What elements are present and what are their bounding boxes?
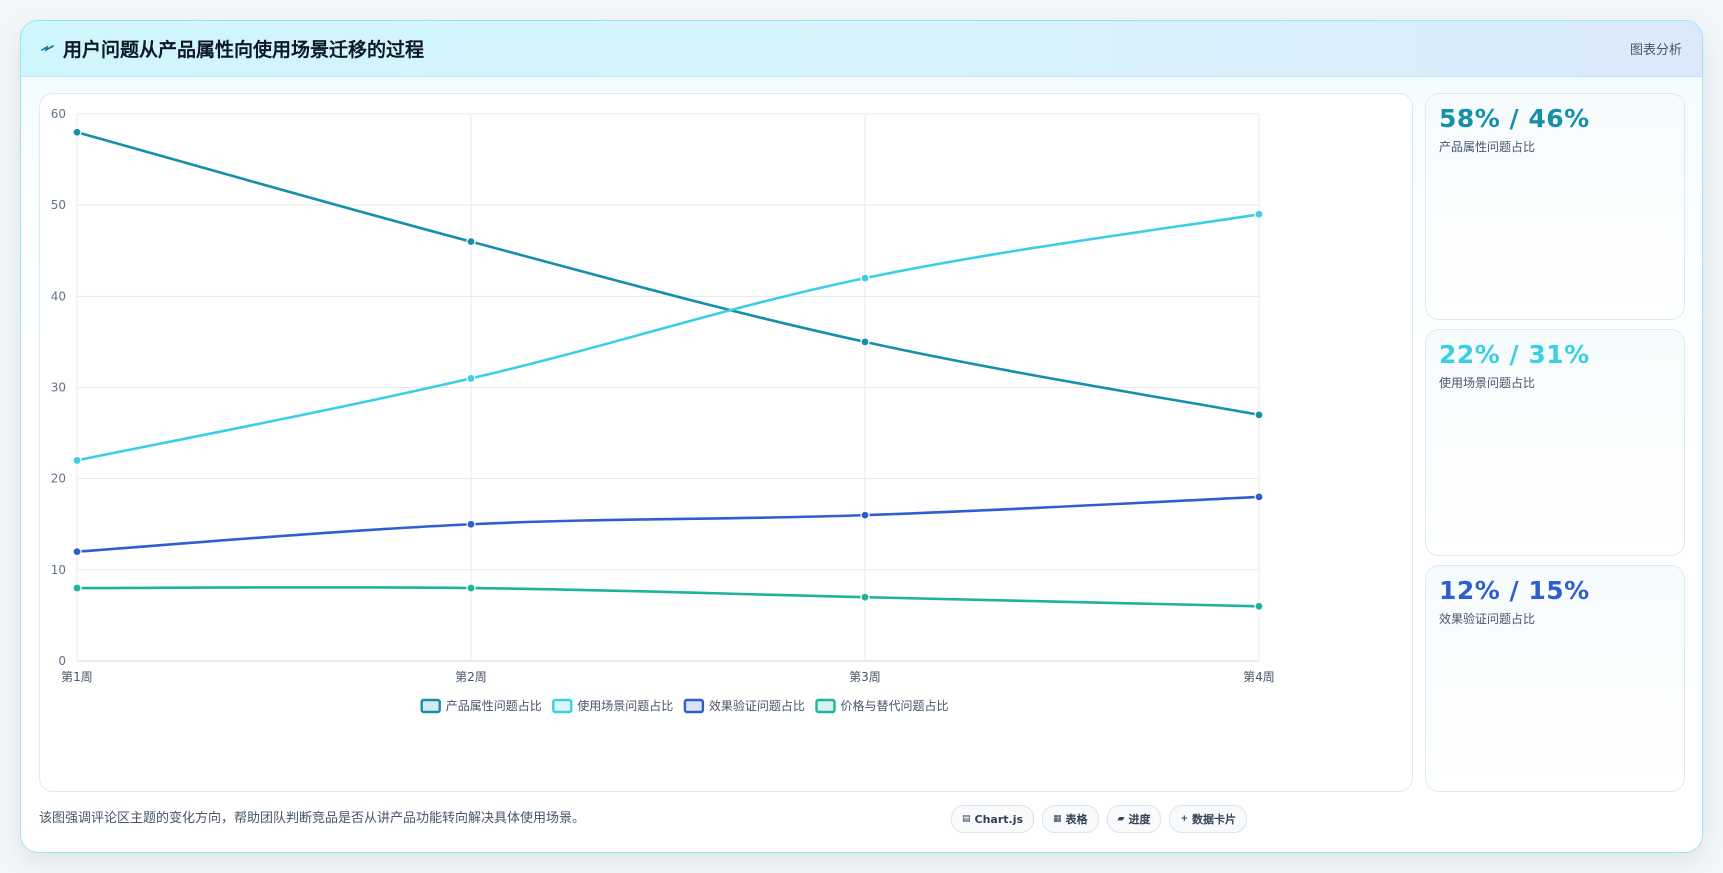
data-point — [72, 455, 82, 466]
data-point — [860, 273, 870, 283]
progress-icon: ▰ — [1117, 814, 1125, 824]
stat-value: 22% / 31% — [1439, 340, 1590, 369]
legend-label: 价格与替代问题占比 — [841, 698, 949, 713]
data-point — [1254, 209, 1264, 219]
data-point — [466, 373, 476, 383]
legend-swatch — [420, 698, 441, 714]
series-line — [76, 495, 1260, 553]
y-tick-label: 10 — [51, 563, 66, 577]
data-point — [860, 510, 870, 520]
stat-card-effect: 12% / 15% 效果验证问题占比 — [1425, 565, 1685, 792]
stat-label: 效果验证问题占比 — [1439, 612, 1536, 626]
panel-header: 用户问题从产品属性向使用场景迁移的过程 图表分析 — [21, 21, 1702, 77]
data-point — [72, 547, 82, 557]
data-point — [1254, 601, 1264, 611]
y-tick-label: 20 — [51, 472, 66, 486]
stat-card-scenario: 22% / 31% 使用场景问题占比 — [1425, 329, 1685, 556]
chart-analysis-tag: 图表分析 — [1629, 43, 1682, 58]
data-point — [860, 337, 870, 347]
data-point — [1254, 492, 1264, 502]
x-tick-label: 第1周 — [61, 670, 93, 684]
data-point — [466, 583, 476, 593]
series-line — [76, 130, 1260, 417]
pill-label: 进度 — [1128, 813, 1151, 826]
dashboard-panel: 用户问题从产品属性向使用场景迁移的过程 图表分析 0 10 20 30 40 50 60 第1… — [20, 20, 1703, 853]
x-tick-label: 第3周 — [849, 670, 881, 684]
data-point — [72, 583, 82, 593]
stat-value: 12% / 15% — [1439, 576, 1590, 605]
plus-icon: + — [1180, 814, 1189, 824]
x-tick-label: 第2周 — [455, 670, 487, 684]
line-chart-card: 0 10 20 30 40 50 60 第1周 第2周 第3周 第4周产品属性问题占比 使用场景问题占… — [39, 93, 1413, 792]
series-line — [76, 212, 1260, 462]
stat-value: 58% / 46% — [1439, 104, 1590, 133]
series-line — [76, 586, 1260, 608]
legend-swatch — [552, 698, 573, 714]
legend-label: 产品属性问题占比 — [446, 698, 542, 713]
data-point — [72, 127, 82, 137]
chart-icon: ▤ — [962, 814, 971, 824]
y-tick-label: 50 — [51, 198, 66, 212]
pill-progress[interactable]: ▰ 进度 — [1106, 805, 1162, 833]
y-tick-label: 30 — [51, 381, 66, 395]
table-icon: ▦ — [1053, 814, 1062, 824]
chart-footnote: 该图强调评论区主题的变化方向，帮助团队判断竞品是否从讲产品功能转向解决具体使用场… — [39, 811, 586, 826]
pulse-icon — [41, 45, 54, 52]
stat-label: 产品属性问题占比 — [1439, 140, 1536, 154]
pill-chartjs[interactable]: ▤ Chart.js — [951, 805, 1035, 833]
pill-data-card[interactable]: + 数据卡片 — [1169, 805, 1248, 833]
feature-pills: ▤ Chart.js ▦ 表格 ▰ 进度 + 数据卡片 — [951, 805, 1248, 833]
page-title: 用户问题从产品属性向使用场景迁移的过程 — [63, 39, 425, 61]
y-tick-label: 0 — [58, 654, 66, 668]
data-point — [466, 237, 476, 247]
pill-label: 数据卡片 — [1192, 813, 1237, 826]
y-tick-label: 40 — [51, 289, 66, 303]
pill-label: Chart.js — [974, 812, 1024, 826]
legend-swatch — [815, 698, 836, 714]
legend-label: 使用场景问题占比 — [577, 698, 673, 713]
data-point — [466, 519, 476, 529]
pill-label: 表格 — [1065, 813, 1088, 826]
stat-label: 使用场景问题占比 — [1439, 376, 1536, 390]
x-tick-label: 第4周 — [1243, 670, 1275, 684]
data-point — [860, 592, 870, 602]
y-tick-label: 60 — [51, 107, 66, 121]
legend-label: 效果验证问题占比 — [709, 698, 805, 713]
data-point — [1254, 410, 1264, 420]
stat-card-product: 58% / 46% 产品属性问题占比 — [1425, 93, 1685, 320]
pill-table[interactable]: ▦ 表格 — [1042, 805, 1099, 833]
legend-swatch — [683, 698, 705, 714]
